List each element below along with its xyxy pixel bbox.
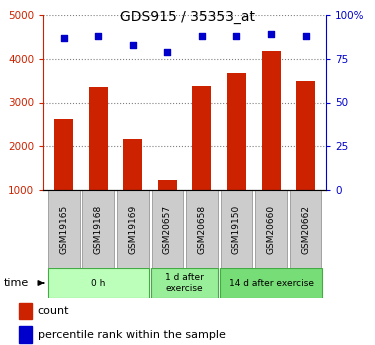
Point [199, 33, 205, 39]
FancyBboxPatch shape [255, 190, 287, 268]
Text: GSM20658: GSM20658 [198, 205, 207, 254]
Point [164, 49, 170, 55]
Text: GSM20662: GSM20662 [301, 205, 310, 254]
Bar [19, 303, 32, 319]
FancyBboxPatch shape [82, 190, 114, 268]
Bar [54, 119, 74, 190]
FancyBboxPatch shape [152, 190, 183, 268]
Point [268, 31, 274, 37]
Text: GSM19168: GSM19168 [94, 204, 103, 254]
Text: time: time [4, 278, 29, 288]
FancyBboxPatch shape [290, 190, 321, 268]
Text: count: count [38, 306, 69, 316]
Bar [158, 180, 177, 190]
FancyBboxPatch shape [220, 268, 322, 298]
FancyBboxPatch shape [151, 268, 218, 298]
Bar [89, 87, 108, 190]
Bar [19, 326, 32, 343]
FancyBboxPatch shape [186, 190, 218, 268]
FancyBboxPatch shape [220, 190, 252, 268]
FancyBboxPatch shape [117, 190, 149, 268]
Text: GSM20657: GSM20657 [163, 205, 172, 254]
Bar [261, 51, 280, 190]
Text: GSM19150: GSM19150 [232, 204, 241, 254]
Text: 14 d after exercise: 14 d after exercise [228, 278, 314, 287]
Text: GSM19169: GSM19169 [128, 204, 137, 254]
Point [61, 35, 67, 40]
Point [234, 33, 240, 39]
Bar [192, 86, 211, 190]
Point [130, 42, 136, 48]
Text: GSM19165: GSM19165 [59, 204, 68, 254]
Bar [296, 81, 315, 190]
Point [95, 33, 101, 39]
Text: 0 h: 0 h [91, 278, 105, 287]
Bar [123, 139, 142, 190]
Point [303, 33, 309, 39]
Bar [227, 73, 246, 190]
Text: percentile rank within the sample: percentile rank within the sample [38, 330, 225, 340]
FancyBboxPatch shape [48, 190, 80, 268]
FancyBboxPatch shape [48, 268, 149, 298]
Text: GDS915 / 35353_at: GDS915 / 35353_at [120, 10, 255, 24]
Text: 1 d after
exercise: 1 d after exercise [165, 273, 204, 293]
Text: GSM20660: GSM20660 [267, 205, 276, 254]
